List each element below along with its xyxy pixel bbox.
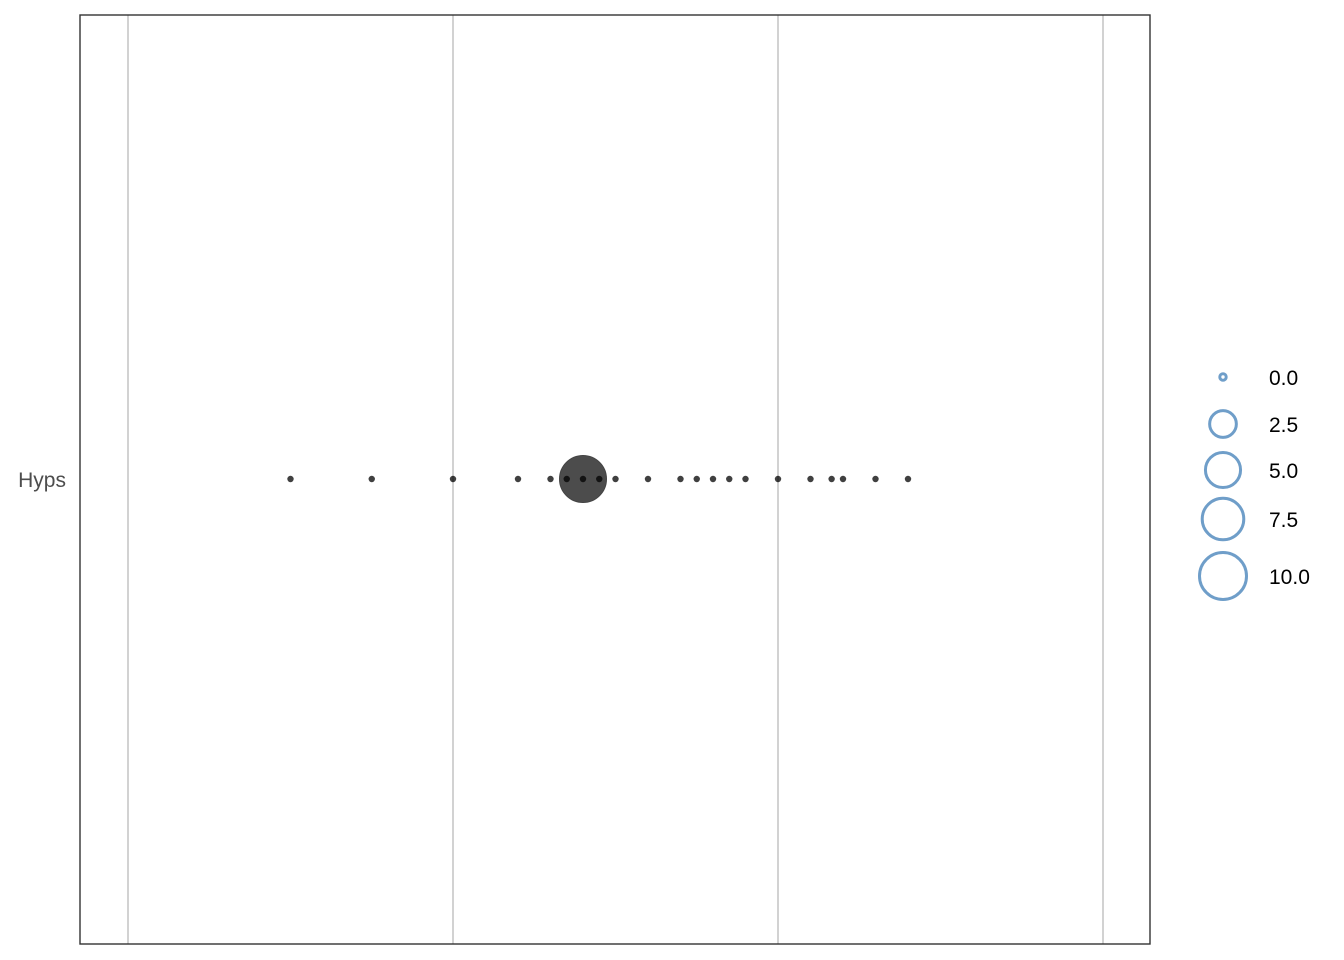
data-point <box>726 475 733 483</box>
data-point <box>709 475 717 483</box>
size-legend: 0.0 2.5 5.0 7.5 10.0 <box>1198 367 1310 601</box>
data-point <box>596 475 603 483</box>
data-point <box>872 475 879 483</box>
data-point <box>839 475 847 483</box>
legend-key-circle <box>1218 372 1228 382</box>
legend-key-circle <box>1203 450 1243 490</box>
data-point <box>449 475 457 483</box>
data-point <box>287 475 294 483</box>
data-point <box>828 475 835 483</box>
data-point <box>612 475 619 483</box>
data-point <box>677 475 684 483</box>
data-point <box>904 475 912 483</box>
legend-label: 7.5 <box>1269 509 1298 532</box>
data-point <box>563 475 570 483</box>
legend-key-circle <box>1200 496 1246 542</box>
legend-key-circle <box>1198 551 1248 601</box>
data-points <box>287 455 912 503</box>
data-point <box>547 475 554 483</box>
y-tick-label: Hyps <box>18 469 66 492</box>
data-point <box>644 475 652 483</box>
y-axis-labels: Hyps <box>18 469 66 492</box>
data-point <box>693 475 700 483</box>
data-point <box>774 475 782 483</box>
data-point <box>579 475 587 483</box>
data-point <box>807 475 814 483</box>
plot-panel-border <box>79 14 1151 945</box>
legend-key-circle <box>1208 409 1238 439</box>
legend-label: 2.5 <box>1269 414 1298 437</box>
data-point <box>514 475 522 483</box>
legend-label: 5.0 <box>1269 460 1298 483</box>
data-point <box>742 475 749 483</box>
legend-label: 0.0 <box>1269 367 1298 390</box>
legend-label: 10.0 <box>1269 566 1310 589</box>
data-point <box>368 475 375 483</box>
